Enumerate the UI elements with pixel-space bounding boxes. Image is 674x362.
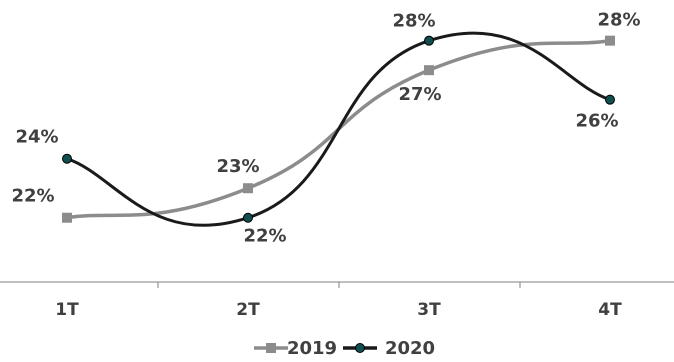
legend: 2019 2020 xyxy=(254,338,435,359)
x-tick-label: 2T xyxy=(236,300,260,320)
series-line-2020 xyxy=(65,31,612,227)
data-point-2019 xyxy=(424,65,434,76)
series-layer xyxy=(62,31,615,227)
x-tick-label: 4T xyxy=(598,300,622,320)
data-point-2019 xyxy=(243,183,253,194)
data-point-2020 xyxy=(62,153,72,164)
data-point-2019 xyxy=(62,212,72,223)
x-axis: 1T 2T 3T 4T xyxy=(0,281,674,320)
data-point-2020 xyxy=(243,212,253,223)
data-point-2020 xyxy=(424,35,434,46)
legend-marker-2019 xyxy=(266,343,276,353)
data-label-2019: 27% xyxy=(398,84,441,105)
data-label-2020: 28% xyxy=(392,11,435,32)
data-label-2020: 22% xyxy=(243,226,286,247)
data-label-2019: 22% xyxy=(11,186,54,207)
data-labels: 22% 23% 27% 28% 24% 22% 28% 26% xyxy=(11,10,640,247)
data-label-2020: 24% xyxy=(15,127,58,148)
legend-label-2019: 2019 xyxy=(287,338,337,358)
legend-label-2020: 2020 xyxy=(385,338,435,358)
data-point-2019 xyxy=(605,35,615,46)
data-label-2019: 23% xyxy=(216,156,259,177)
x-tick-label: 3T xyxy=(417,300,441,320)
data-label-2020: 26% xyxy=(575,111,618,132)
data-label-2019: 28% xyxy=(597,10,640,31)
legend-marker-2020 xyxy=(355,343,365,353)
data-point-2020 xyxy=(605,94,615,105)
x-tick-label: 1T xyxy=(55,300,79,320)
